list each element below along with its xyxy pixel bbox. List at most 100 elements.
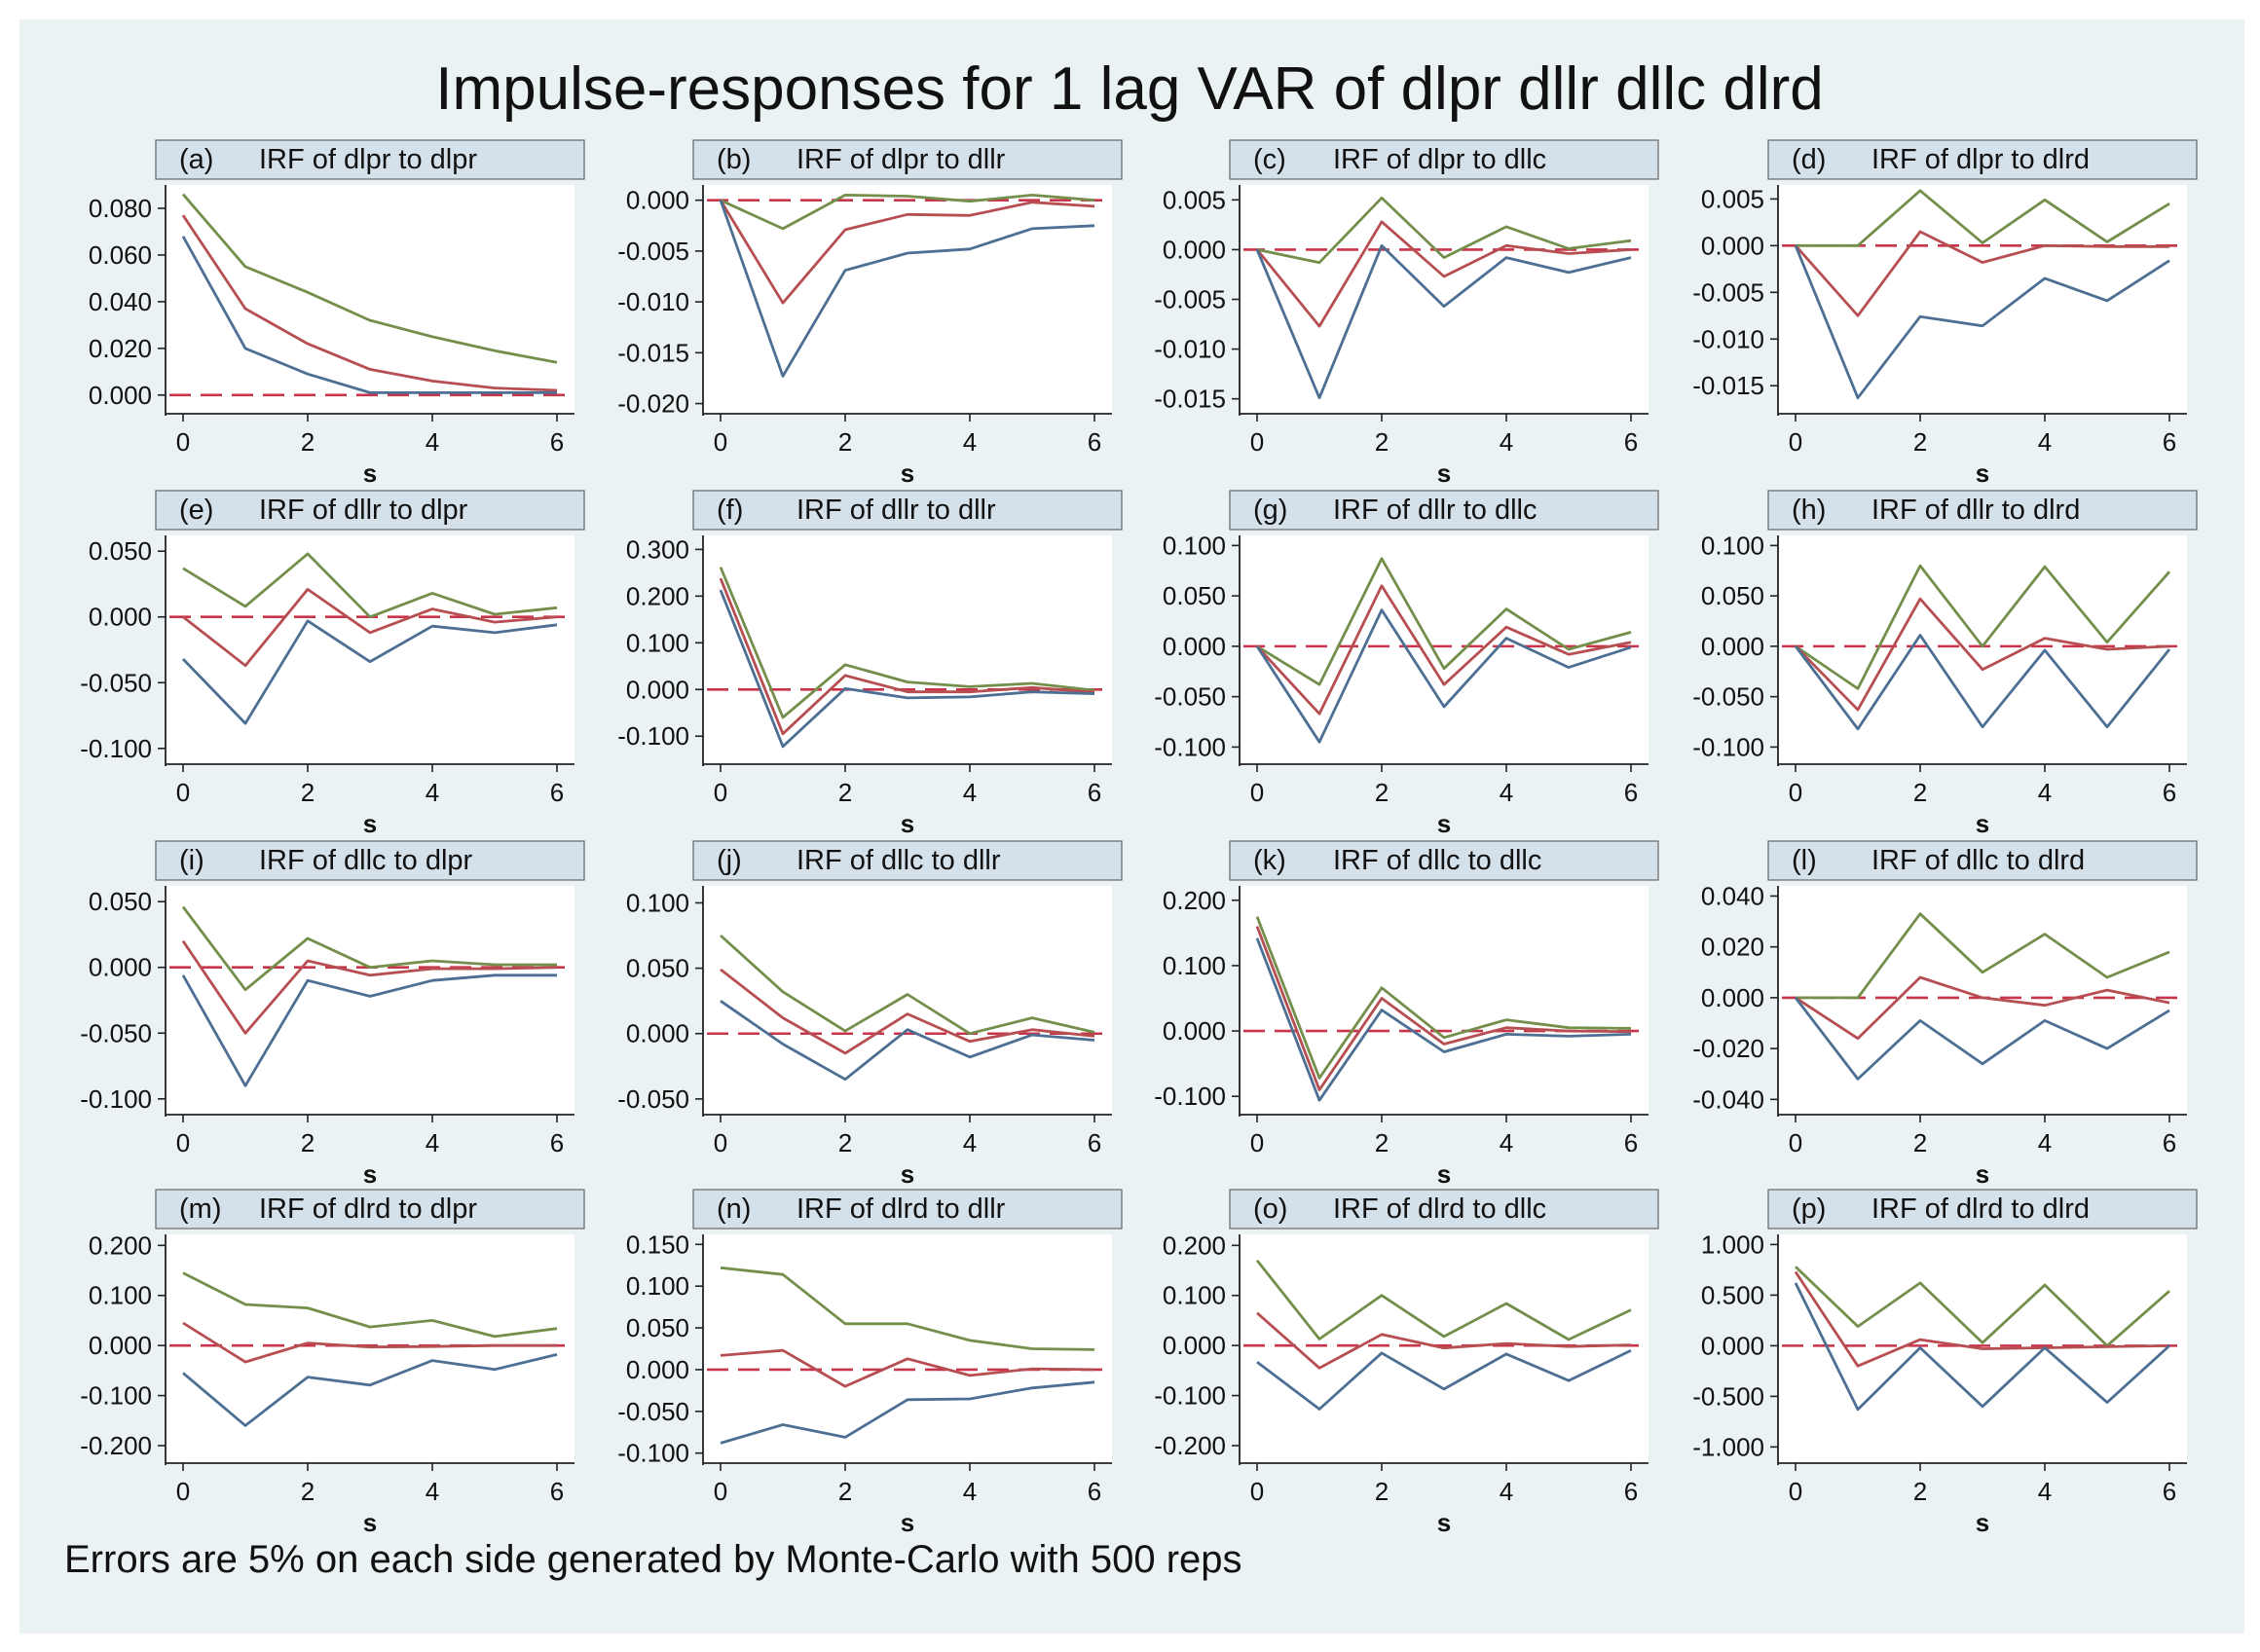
series-irf-line — [1255, 584, 1632, 716]
y-tick-label: 0.100 — [89, 1281, 152, 1310]
series-lower-line — [1794, 997, 2170, 1081]
plot-area — [1778, 185, 2187, 414]
y-tick-label: -0.050 — [1692, 682, 1764, 712]
x-tick-label: 0 — [714, 1477, 727, 1506]
series-lower-line — [1255, 608, 1632, 744]
irf-panel-b: (b) IRF of dlpr to dllr 0.000 -0.005 -0.010 -… — [617, 139, 1123, 488]
series-upper-line — [720, 934, 1095, 1036]
plot-area — [1240, 185, 1649, 414]
panel-label: (j) — [717, 845, 742, 876]
plot-area — [1778, 535, 2187, 764]
x-tick-label: 0 — [714, 427, 727, 457]
irf-panel-k: (k) IRF of dllc to dllc 0.200 0.100 0.000 -0.… — [1154, 840, 1659, 1189]
series-upper-line — [182, 552, 558, 619]
panel-label: (n) — [717, 1193, 751, 1225]
x-axis-label: s — [901, 1159, 914, 1189]
series-irf-line — [1256, 1311, 1632, 1370]
y-tick-label: -0.100 — [80, 734, 152, 763]
series-irf-line — [1794, 1270, 2170, 1368]
series-lower-line — [719, 589, 1095, 749]
x-axis-label: s — [1976, 459, 1989, 488]
series-lower-line — [1794, 244, 2170, 400]
series-lower-line — [181, 973, 557, 1087]
x-tick-label: 6 — [1088, 1477, 1101, 1506]
x-tick-label: 6 — [550, 778, 564, 807]
panel-header — [1767, 139, 2198, 180]
y-tick-label: -0.500 — [1692, 1381, 1764, 1411]
irf-panel-h: (h) IRF of dllr to dlrd 0.100 0.050 0.000 -0.… — [1692, 490, 2198, 838]
x-tick-label: 2 — [301, 427, 315, 457]
panel-title: IRF of dllr to dllc — [1333, 495, 1538, 526]
x-tick-label: 6 — [1088, 778, 1101, 807]
series-irf-line — [1255, 220, 1632, 328]
x-tick-label: 6 — [1088, 427, 1101, 457]
panel-header — [1229, 1189, 1659, 1230]
series-upper-line — [1796, 912, 2170, 1000]
x-tick-label: 0 — [1789, 778, 1802, 807]
series-irf-line — [1794, 230, 2169, 317]
y-tick-label: -0.005 — [1154, 285, 1226, 314]
series-upper-line — [719, 567, 1095, 719]
x-tick-label: 0 — [176, 778, 190, 807]
x-axis-label: s — [901, 1508, 914, 1537]
y-tick-label: 0.000 — [1701, 632, 1764, 661]
y-tick-label: 0.050 — [89, 887, 152, 916]
panel-title: IRF of dllr to dlrd — [1871, 495, 2080, 526]
series-upper-line — [1256, 557, 1632, 686]
panel-title: IRF of dlrd to dllc — [1333, 1193, 1546, 1225]
panel-header — [692, 1189, 1123, 1230]
y-tick-label: -0.015 — [1692, 371, 1764, 400]
panel-header — [692, 139, 1123, 180]
panel-title: IRF of dlpr to dlpr — [259, 144, 477, 175]
series-lower-line — [720, 1000, 1095, 1082]
y-tick-label: -0.050 — [617, 1397, 689, 1426]
y-tick-label: 0.040 — [1701, 881, 1764, 910]
y-tick-label: 0.000 — [1163, 632, 1226, 661]
x-tick-label: 0 — [714, 1128, 727, 1157]
y-tick-label: -0.100 — [617, 721, 689, 751]
y-tick-label: -0.100 — [1154, 1381, 1226, 1411]
irf-panel-e: (e) IRF of dllr to dlpr 0.050 0.000 -0.050 -0… — [80, 490, 585, 838]
panel-label: (a) — [179, 144, 213, 175]
y-tick-label: 0.200 — [1163, 886, 1226, 915]
y-tick-label: 0.005 — [1163, 185, 1226, 214]
y-tick-label: 0.100 — [1163, 531, 1226, 560]
irf-panel-i: (i) IRF of dllc to dlpr 0.050 0.000 -0.050 -0… — [80, 840, 585, 1189]
x-tick-label: 0 — [176, 427, 190, 457]
y-tick-label: 0.100 — [1701, 531, 1764, 560]
x-axis-label: s — [1437, 1159, 1451, 1189]
y-tick-label: 0.005 — [1701, 184, 1764, 213]
panel-label: (b) — [717, 144, 751, 175]
y-tick-label: 0.000 — [89, 603, 152, 632]
plot-area — [166, 535, 574, 764]
series-lower-line — [719, 200, 1095, 378]
y-tick-label: 0.000 — [1701, 231, 1764, 260]
x-tick-label: 2 — [1913, 1128, 1927, 1157]
x-tick-label: 4 — [2038, 778, 2052, 807]
x-tick-label: 6 — [1088, 1128, 1101, 1157]
panel-title: IRF of dllc to dllr — [797, 845, 1001, 876]
plot-area — [703, 535, 1112, 764]
x-axis-label: s — [1976, 809, 1989, 838]
x-tick-label: 0 — [1250, 427, 1264, 457]
plot-area — [166, 185, 574, 414]
x-axis-label: s — [363, 459, 377, 488]
y-tick-label: 0.000 — [89, 381, 152, 410]
y-tick-label: -1.000 — [1692, 1432, 1764, 1461]
series-upper-line — [181, 193, 558, 364]
x-axis-label: s — [1437, 1508, 1451, 1537]
y-tick-label: -0.100 — [1154, 1082, 1226, 1111]
x-tick-label: 2 — [1375, 427, 1389, 457]
series-upper-line — [1795, 564, 2171, 690]
x-tick-label: 0 — [1250, 778, 1264, 807]
plot-area — [703, 886, 1112, 1115]
panel-title: IRF of dllc to dlrd — [1871, 845, 2085, 876]
x-tick-label: 2 — [301, 1477, 315, 1506]
x-tick-label: 4 — [963, 1477, 977, 1506]
y-tick-label: 0.300 — [626, 534, 689, 564]
x-tick-label: 2 — [1913, 427, 1927, 457]
panel-label: (c) — [1253, 144, 1286, 175]
y-tick-label: -0.050 — [80, 1018, 152, 1047]
plot-area — [1240, 886, 1649, 1115]
y-tick-label: -0.015 — [617, 338, 689, 367]
